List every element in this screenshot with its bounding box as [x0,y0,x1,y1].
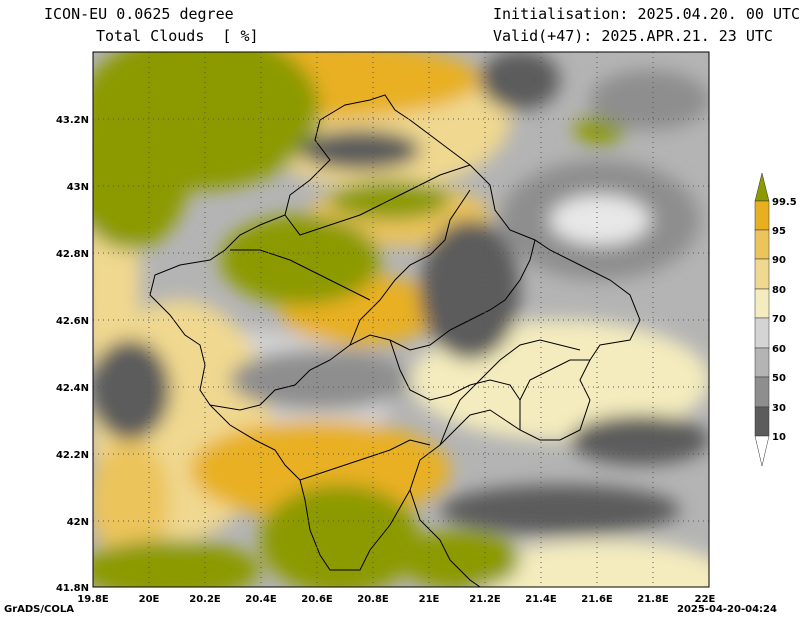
x-tick-label: 20.6E [301,594,333,605]
x-tick-label: 20E [139,594,160,605]
legend-bottom-arrow [754,435,770,467]
legend-label: 99.5 [772,197,797,208]
x-tick-label: 20.2E [189,594,221,605]
y-tick-label: 43.2N [56,115,89,126]
legend-swatch [754,376,770,408]
footer-credit: GrADS/COLA [4,604,74,615]
color-legend: 99.5 95 90 80 70 60 50 30 10 [754,172,797,467]
x-tick-label: 21.4E [525,594,557,605]
legend-label: 30 [772,403,786,414]
y-tick-label: 42.2N [56,450,89,461]
legend-swatch [754,258,770,290]
footer-timestamp: 2025-04-20-04:24 [677,604,777,615]
parameter-title: Total Clouds [ %] [96,27,259,45]
legend-swatch [754,406,770,437]
legend-label: 60 [772,344,786,355]
legend-label: 10 [772,432,786,443]
initialisation-time: Initialisation: 2025.04.20. 00 UTC [493,5,800,23]
legend-swatch [754,288,770,319]
legend-swatch [754,347,770,378]
x-tick-label: 21.2E [469,594,501,605]
x-tick-label: 20.8E [357,594,389,605]
y-tick-label: 41.8N [56,583,89,594]
x-axis: 19.8E 20E 20.2E 20.4E 20.6E 20.8E 21E 21… [77,594,715,605]
lat-lon-grid [93,52,709,587]
valid-time: Valid(+47): 2025.APR.21. 23 UTC [493,27,773,45]
legend-label: 90 [772,255,786,266]
y-tick-label: 42N [67,517,89,528]
y-axis: 43.2N 43N 42.8N 42.6N 42.4N 42.2N 42N 41… [56,115,89,594]
cloud-field [93,52,709,587]
x-tick-label: 22E [695,594,716,605]
border-lines [149,94,641,587]
y-tick-label: 43N [67,182,89,193]
x-tick-label: 20.4E [245,594,277,605]
model-title: ICON-EU 0.0625 degree [44,5,234,23]
legend-label: 95 [772,226,786,237]
legend-label: 70 [772,314,786,325]
y-tick-label: 42.6N [56,316,89,327]
legend-label: 80 [772,285,786,296]
y-tick-label: 42.8N [56,249,89,260]
legend-swatch [754,229,770,260]
x-tick-label: 21.6E [581,594,613,605]
y-tick-label: 42.4N [56,383,89,394]
plot-frame [92,51,710,588]
x-tick-label: 21E [419,594,440,605]
legend-swatch [754,317,770,349]
legend-swatch [754,200,770,231]
x-tick-label: 19.8E [77,594,109,605]
legend-top-arrow [754,172,770,202]
x-tick-label: 21.8E [637,594,669,605]
legend-label: 50 [772,373,786,384]
